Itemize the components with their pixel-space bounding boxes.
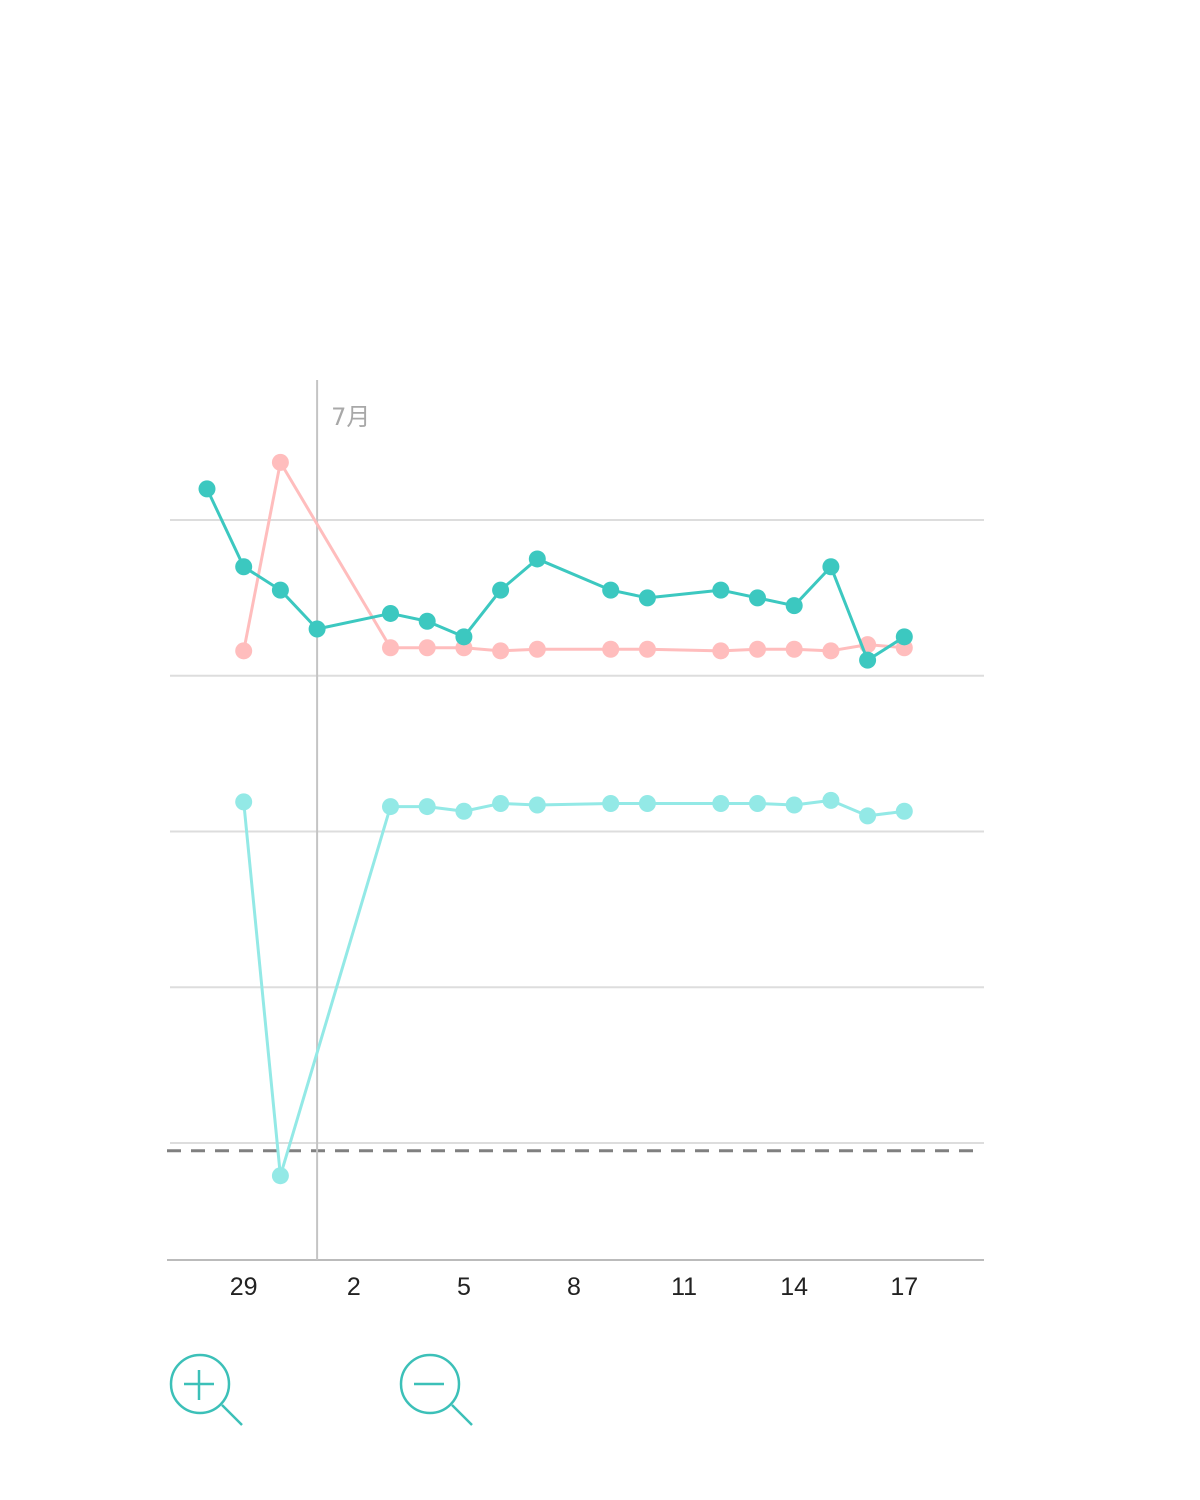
x-tick-label: 11: [671, 1273, 697, 1301]
data-point-0: [602, 581, 620, 599]
data-point-0: [749, 589, 766, 607]
data-point-1: [638, 640, 656, 658]
data-point-2: [455, 802, 473, 820]
data-point-1: [822, 642, 840, 660]
zoom-in-button[interactable]: [166, 1350, 246, 1430]
data-point-2: [712, 794, 730, 812]
data-point-0: [308, 620, 326, 638]
data-point-0: [712, 581, 730, 599]
data-point-1: [785, 640, 803, 658]
data-point-0: [895, 628, 913, 646]
data-point-2: [895, 802, 913, 820]
data-point-1: [528, 640, 546, 658]
zoom-out-button[interactable]: [396, 1350, 476, 1430]
data-point-0: [785, 597, 803, 615]
data-point-0: [638, 589, 656, 607]
data-point-2: [749, 794, 766, 812]
x-tick-label: 8: [567, 1273, 581, 1301]
data-point-0: [492, 581, 510, 599]
data-point-1: [271, 453, 289, 471]
data-point-1: [382, 639, 399, 657]
x-tick-label: 17: [890, 1273, 918, 1301]
data-point-0: [271, 581, 289, 599]
data-point-2: [822, 791, 840, 809]
data-point-2: [382, 798, 399, 816]
data-point-1: [749, 640, 766, 658]
data-point-0: [859, 651, 877, 669]
data-point-2: [492, 794, 510, 812]
data-point-2: [602, 794, 620, 812]
data-point-2: [418, 798, 436, 816]
data-point-0: [382, 604, 399, 622]
x-tick-label: 2: [347, 1273, 361, 1301]
month-label: 7月: [331, 403, 370, 431]
data-point-0: [455, 628, 473, 646]
data-point-2: [271, 1167, 289, 1185]
data-point-1: [235, 642, 253, 660]
data-point-1: [418, 639, 436, 657]
data-point-2: [859, 807, 877, 825]
data-point-0: [235, 558, 253, 576]
data-point-2: [785, 796, 803, 814]
data-point-0: [198, 480, 216, 498]
x-tick-label: 14: [780, 1273, 808, 1301]
zoom-in-icon: [169, 1353, 243, 1426]
data-point-2: [235, 793, 253, 811]
data-point-0: [528, 550, 546, 568]
data-point-0: [822, 558, 840, 576]
data-point-1: [712, 642, 730, 660]
data-point-1: [602, 640, 620, 658]
x-tick-label: 29: [230, 1273, 258, 1301]
x-tick-label: 5: [457, 1273, 471, 1301]
data-point-0: [418, 612, 436, 630]
data-point-2: [638, 794, 656, 812]
data-point-1: [492, 642, 510, 660]
zoom-out-icon: [399, 1353, 473, 1426]
data-point-2: [528, 796, 546, 814]
